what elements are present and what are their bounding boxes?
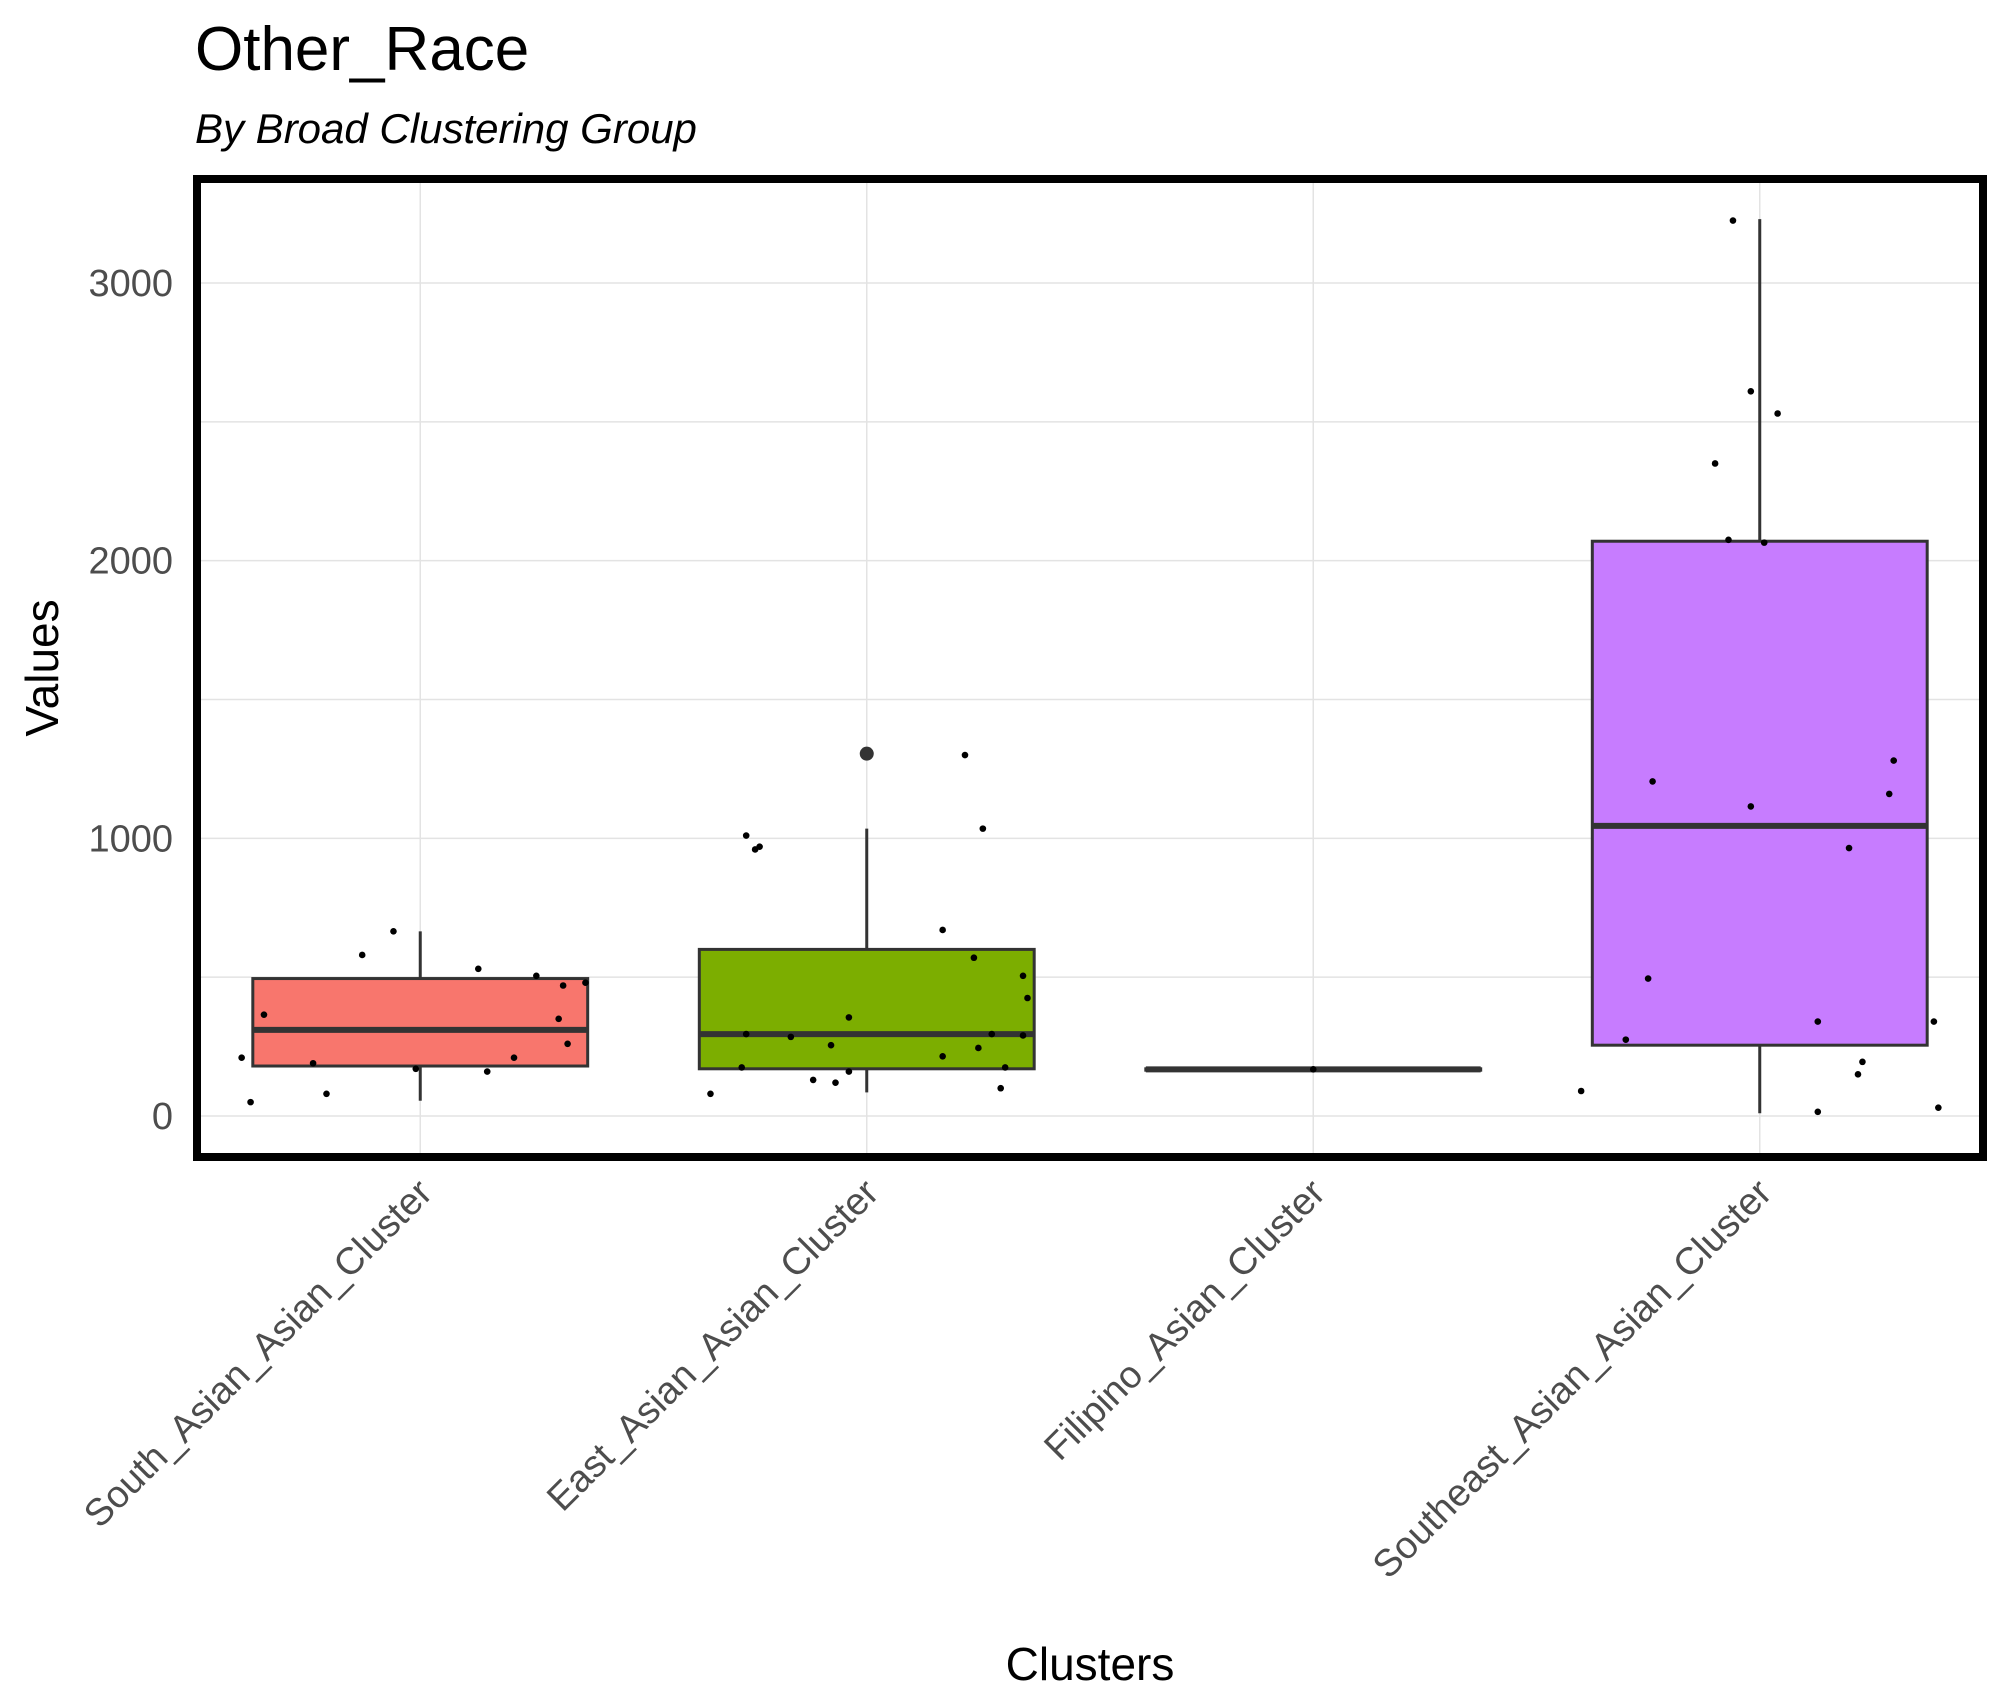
x-tick-label: Filipino_Asian_Cluster — [1037, 1171, 1334, 1468]
data-point — [756, 843, 763, 850]
data-point — [247, 1098, 254, 1106]
x-axis-title: Clusters — [1006, 1638, 1175, 1690]
data-point — [1890, 757, 1897, 764]
box-group — [251, 931, 590, 1101]
data-point — [559, 982, 567, 989]
data-point — [975, 1044, 982, 1052]
data-point — [582, 979, 589, 987]
data-point — [1644, 975, 1652, 982]
data-point — [533, 972, 540, 980]
data-point — [510, 1054, 518, 1061]
data-point — [742, 832, 750, 839]
box-iqr — [1590, 539, 1929, 1047]
data-point — [1024, 994, 1031, 1002]
plot-panel-border — [193, 175, 1987, 1161]
data-point — [1747, 387, 1755, 395]
data-point — [827, 1041, 835, 1049]
data-point — [742, 1030, 750, 1038]
data-point — [939, 1053, 946, 1060]
data-point — [738, 1064, 746, 1071]
x-tick-label: Southeast_Asian_Asian_Cluster — [1365, 1171, 1780, 1586]
data-point — [988, 1030, 996, 1038]
data-point — [832, 1079, 839, 1086]
box-group — [1590, 219, 1929, 1114]
jitter-points — [238, 217, 1942, 1116]
data-point — [961, 751, 969, 759]
data-point — [809, 1076, 817, 1084]
data-point — [555, 1015, 562, 1023]
chart-subtitle: By Broad Clustering Group — [195, 105, 697, 152]
data-point — [1001, 1064, 1009, 1071]
data-point — [1935, 1104, 1942, 1111]
data-point — [1854, 1071, 1862, 1078]
data-point — [483, 1068, 491, 1075]
data-point — [1019, 972, 1027, 980]
box-iqr — [251, 977, 590, 1068]
data-point — [412, 1065, 420, 1073]
data-point — [1814, 1018, 1822, 1025]
data-point — [939, 926, 946, 934]
data-point — [564, 1040, 571, 1048]
data-point — [1725, 536, 1732, 544]
y-tick-label: 1000 — [88, 818, 173, 860]
data-point — [390, 928, 397, 935]
data-point — [1711, 460, 1719, 467]
data-point — [323, 1090, 330, 1098]
data-point — [1930, 1018, 1938, 1025]
data-point — [260, 1011, 268, 1018]
data-point — [787, 1033, 795, 1041]
data-point — [1845, 844, 1853, 852]
data-point — [1649, 778, 1656, 785]
data-point — [707, 1090, 714, 1098]
x-tick-label: South_Asian_Asian_Cluster — [76, 1171, 441, 1536]
data-point — [1747, 803, 1755, 810]
data-point — [1814, 1108, 1822, 1116]
x-tick-labels: South_Asian_Asian_Cluster East_Asian_Asia… — [76, 1171, 1780, 1586]
data-point — [1885, 790, 1893, 798]
data-point — [1774, 410, 1781, 417]
y-axis-title: Values — [16, 599, 68, 736]
data-point — [845, 1068, 853, 1075]
data-point — [474, 965, 482, 973]
data-point — [970, 954, 978, 962]
box-layer — [251, 219, 1929, 1114]
chart-title: Other_Race — [195, 15, 529, 84]
data-point — [1309, 1066, 1317, 1073]
y-tick-labels: 0 1000 2000 3000 — [88, 263, 173, 1138]
data-point — [845, 1014, 853, 1021]
outlier-point — [859, 746, 874, 761]
data-point — [1729, 217, 1737, 224]
data-point — [997, 1084, 1004, 1092]
data-point — [1760, 539, 1768, 546]
y-tick-label: 2000 — [88, 541, 173, 583]
y-tick-label: 3000 — [88, 263, 173, 305]
data-point — [358, 951, 366, 959]
x-tick-label: East_Asian_Asian_Cluster — [539, 1171, 887, 1519]
box-iqr — [697, 947, 1036, 1071]
y-tick-label: 0 — [152, 1096, 173, 1138]
data-point — [1622, 1036, 1630, 1043]
data-point — [1859, 1058, 1866, 1066]
data-point — [1577, 1087, 1585, 1095]
data-point — [238, 1054, 245, 1061]
data-point — [1019, 1032, 1027, 1039]
data-point — [979, 825, 987, 832]
data-point — [309, 1059, 317, 1067]
